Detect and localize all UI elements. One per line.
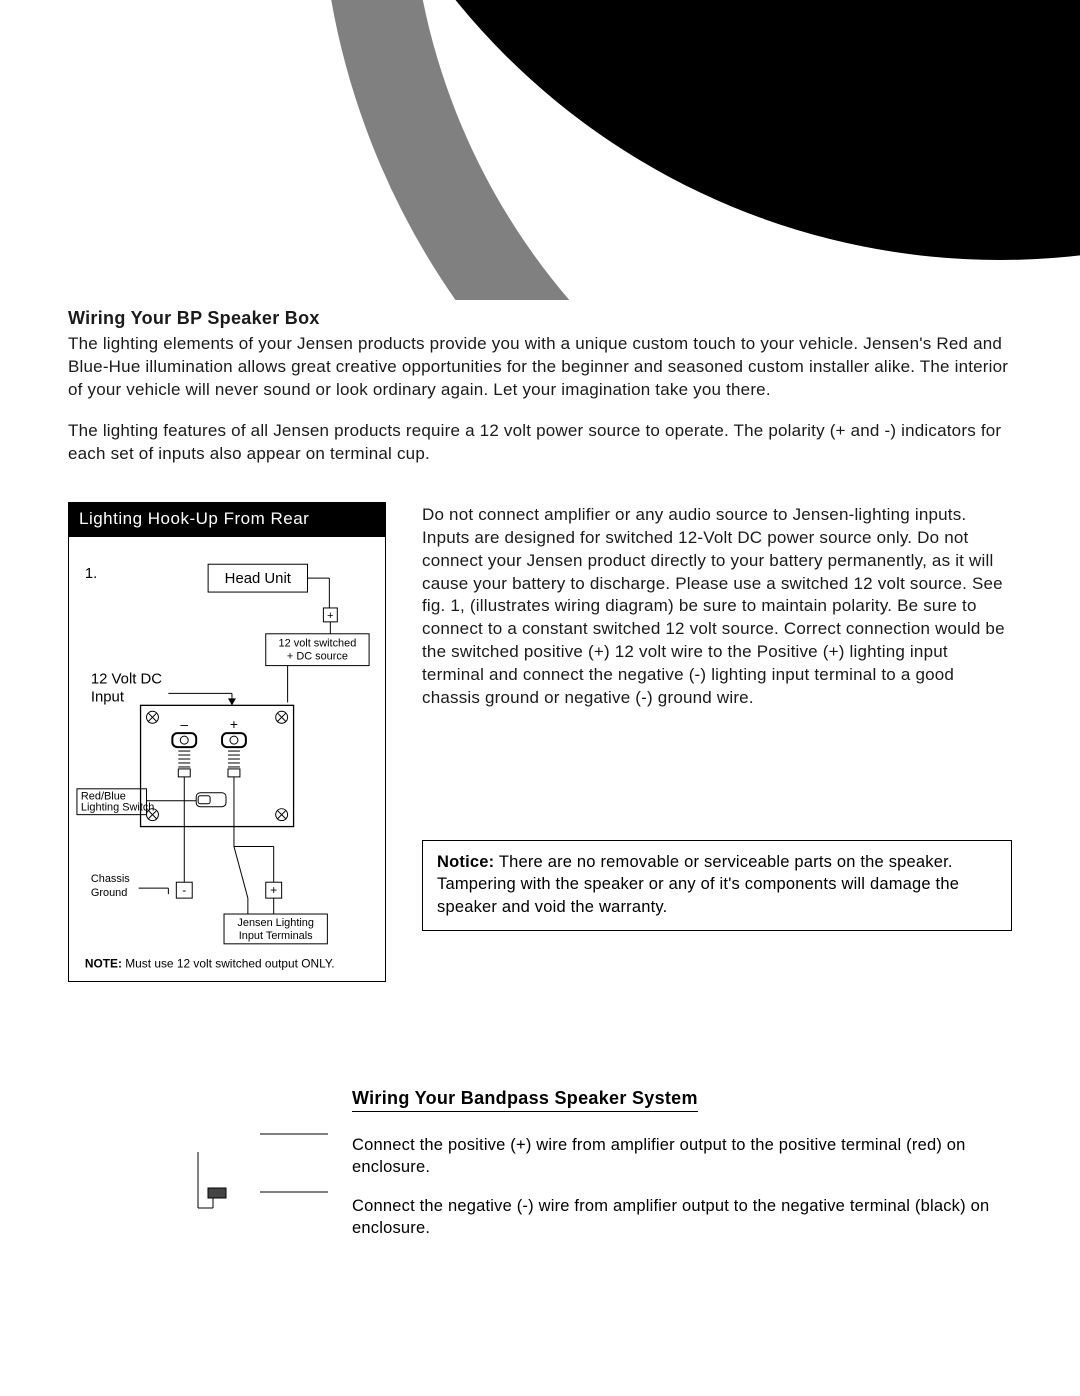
plus-sign: + <box>230 716 238 732</box>
dc-input-l1: 12 Volt DC <box>91 671 162 687</box>
diagram-body: 1. Head Unit + 12 volt switched + DC sou… <box>69 537 385 981</box>
wiring-diagram: Lighting Hook-Up From Rear 1. Head Unit … <box>68 502 386 982</box>
intro-p2: The lighting features of all Jensen prod… <box>68 420 1012 466</box>
amp-svg <box>68 1088 328 1288</box>
header-graphic <box>0 0 1080 300</box>
intro-p1: The lighting elements of your Jensen pro… <box>68 333 1012 402</box>
dc-input-l2: Input <box>91 689 125 705</box>
lower-step1: Connect the positive (+) wire from ampli… <box>352 1134 1012 1179</box>
two-column-row: Lighting Hook-Up From Rear 1. Head Unit … <box>68 502 1012 982</box>
pos-box-label: + <box>270 883 277 897</box>
diagram-note: NOTE: Must use 12 volt switched output O… <box>85 956 335 970</box>
terminals-l1: Jensen Lighting <box>237 917 314 929</box>
terminal-panel: – + <box>141 705 294 826</box>
lower-section: Wiring Your Bandpass Speaker System Conn… <box>68 1088 1012 1288</box>
diagram-svg: 1. Head Unit + 12 volt switched + DC sou… <box>69 537 385 981</box>
section-heading: Wiring Your BP Speaker Box <box>68 308 1012 329</box>
minus-sign: – <box>180 716 188 732</box>
chassis-l1: Chassis <box>91 873 130 885</box>
switch-l2: Lighting Switch <box>81 801 154 813</box>
switched-l2: + DC source <box>287 650 348 662</box>
lower-right: Wiring Your Bandpass Speaker System Conn… <box>352 1088 1012 1288</box>
right-paragraph: Do not connect amplifier or any audio so… <box>422 504 1012 710</box>
chassis-l2: Ground <box>91 887 127 899</box>
lower-step2: Connect the negative (-) wire from ampli… <box>352 1195 1012 1240</box>
lower-body: Connect the positive (+) wire from ampli… <box>352 1134 1012 1239</box>
notice-label: Notice: <box>437 853 494 871</box>
amp-diagram <box>68 1088 328 1288</box>
switched-l1: 12 volt switched <box>279 637 357 649</box>
notice-box: Notice: There are no removable or servic… <box>422 840 1012 931</box>
main-content: Wiring Your BP Speaker Box The lighting … <box>68 308 1012 982</box>
diagram-title: Lighting Hook-Up From Rear <box>69 503 385 537</box>
head-unit-label: Head Unit <box>225 571 292 587</box>
right-column: Do not connect amplifier or any audio so… <box>422 502 1012 931</box>
lower-heading: Wiring Your Bandpass Speaker System <box>352 1088 698 1112</box>
notice-text: There are no removable or serviceable pa… <box>437 853 959 916</box>
neg-box-label: - <box>182 883 186 897</box>
terminals-l2: Input Terminals <box>239 930 313 942</box>
fig-number: 1. <box>85 566 97 582</box>
plus-label-head: + <box>327 610 333 622</box>
